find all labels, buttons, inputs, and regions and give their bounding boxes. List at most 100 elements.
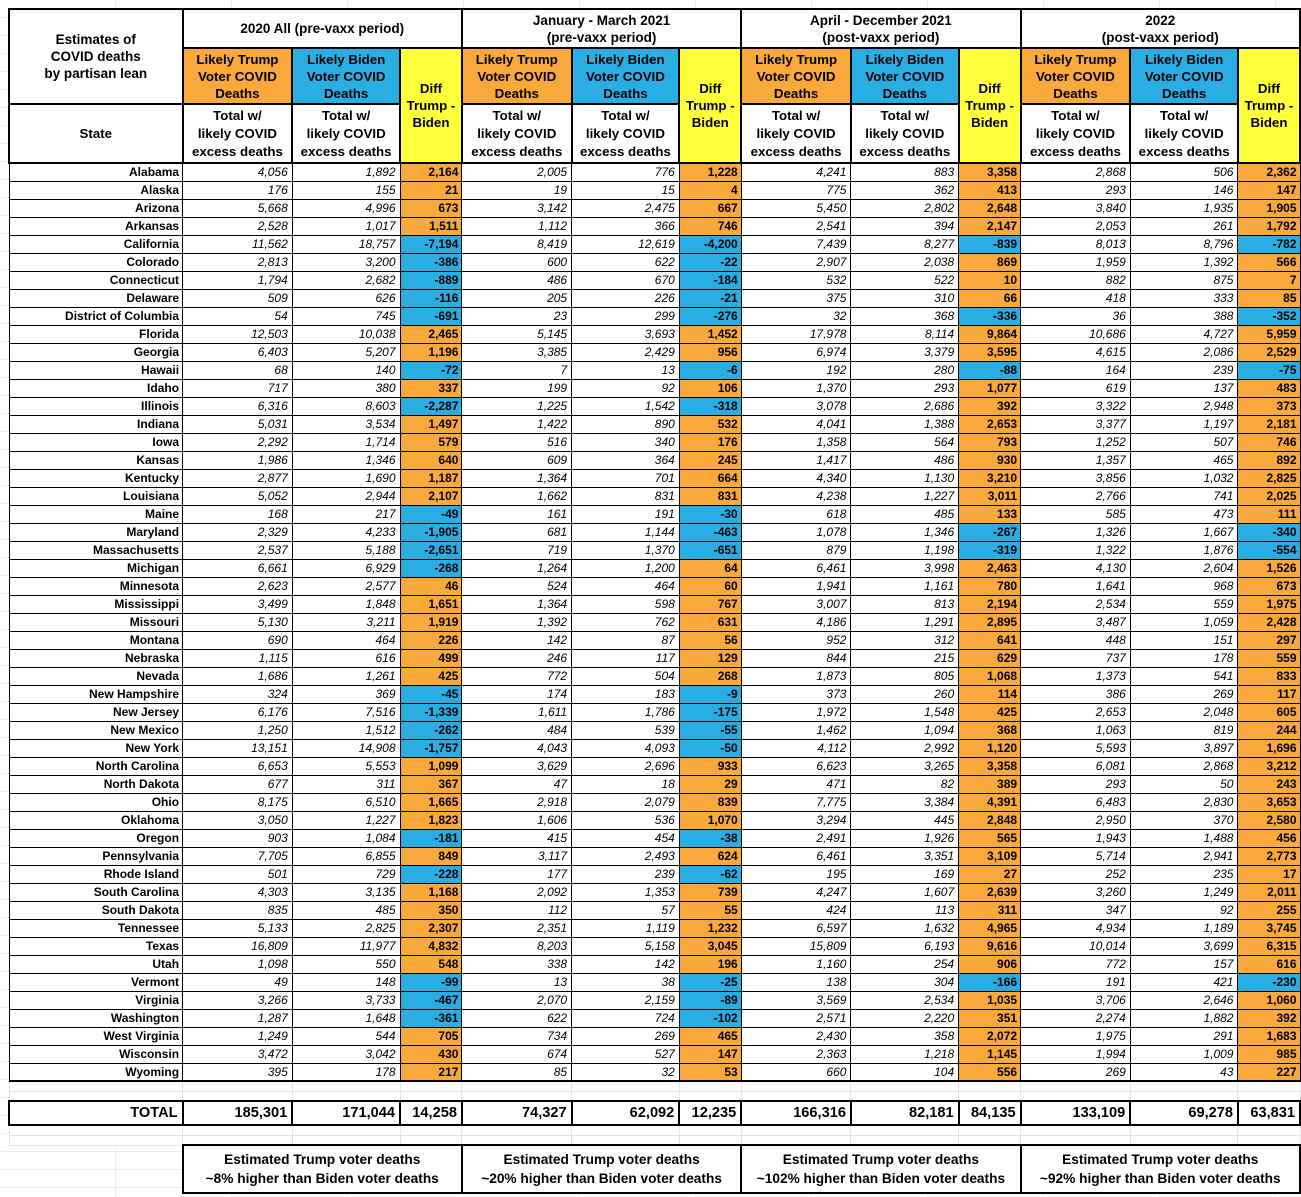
value-cell[interactable]: 4,233 [291,522,401,542]
diff-cell[interactable]: 831 [678,486,742,506]
value-cell[interactable]: 388 [1129,306,1239,326]
diff-cell[interactable]: 767 [678,594,742,614]
value-cell[interactable]: 293 [850,378,960,398]
diff-cell[interactable]: -361 [399,1008,463,1028]
diff-cell[interactable]: 640 [399,450,463,470]
value-cell[interactable]: 155 [291,180,401,200]
value-cell[interactable]: 1,112 [461,216,573,236]
value-cell[interactable]: 550 [291,954,401,974]
value-cell[interactable]: 137 [1129,378,1239,398]
total-value-cell[interactable]: 166,316 [740,1100,852,1126]
value-cell[interactable]: 293 [1020,774,1131,794]
value-cell[interactable]: 3,487 [1020,612,1131,632]
diff-cell[interactable]: 4,832 [399,936,463,956]
value-cell[interactable]: 12,619 [571,234,680,254]
diff-cell[interactable]: 255 [1237,900,1301,920]
value-cell[interactable]: 3,050 [182,810,293,830]
value-cell[interactable]: 504 [571,666,680,686]
value-cell[interactable]: 291 [1129,1026,1239,1046]
diff-cell[interactable]: 129 [678,648,742,668]
value-cell[interactable]: 2,571 [740,1008,852,1028]
value-cell[interactable]: 741 [1129,486,1239,506]
value-cell[interactable]: 176 [182,180,293,200]
value-cell[interactable]: 6,193 [850,936,960,956]
diff-cell[interactable]: 629 [958,648,1022,668]
trump-deaths-header[interactable]: Likely Trump Voter COVID Deaths [460,47,573,105]
diff-cell[interactable]: 1,651 [399,594,463,614]
note-apr-dec-2021[interactable]: Estimated Trump voter deaths ~102% highe… [740,1144,1022,1194]
value-cell[interactable]: 421 [1129,972,1239,992]
value-cell[interactable]: 142 [571,954,680,974]
diff-cell[interactable]: 2,025 [1237,486,1301,506]
value-cell[interactable]: 1,119 [571,918,680,938]
value-cell[interactable]: 1,941 [740,576,852,596]
value-cell[interactable]: 2,813 [182,252,293,272]
value-cell[interactable]: 5,158 [571,936,680,956]
diff-cell[interactable]: 2,307 [399,918,463,938]
value-cell[interactable]: 366 [571,216,680,236]
state-cell[interactable]: Mississippi [8,594,184,614]
value-cell[interactable]: 5,714 [1020,846,1131,866]
value-cell[interactable]: 4,247 [740,882,852,902]
value-cell[interactable]: 239 [571,864,680,884]
diff-cell[interactable]: 624 [678,846,742,866]
value-cell[interactable]: 516 [461,432,573,452]
diff-cell[interactable]: 641 [958,630,1022,650]
diff-cell[interactable]: 2,825 [1237,468,1301,488]
state-cell[interactable]: Virginia [8,990,184,1010]
value-cell[interactable]: 269 [571,1026,680,1046]
value-cell[interactable]: 1,160 [740,954,852,974]
value-cell[interactable]: 235 [1129,864,1239,884]
value-cell[interactable]: 3,693 [571,324,680,344]
diff-cell[interactable]: 1,696 [1237,738,1301,758]
value-cell[interactable]: 358 [850,1026,960,1046]
value-cell[interactable]: 1,794 [182,270,293,290]
value-cell[interactable]: 622 [571,252,680,272]
value-cell[interactable]: 6,316 [182,396,293,416]
diff-cell[interactable]: 9,864 [958,324,1022,344]
diff-cell[interactable]: -319 [958,540,1022,560]
value-cell[interactable]: 112 [461,900,573,920]
state-cell[interactable]: Kentucky [8,468,184,488]
state-cell[interactable]: Nevada [8,666,184,686]
value-cell[interactable]: 2,686 [850,396,960,416]
value-cell[interactable]: 269 [1020,1062,1131,1082]
value-cell[interactable]: 1,959 [1020,252,1131,272]
diff-cell[interactable]: 1,452 [678,324,742,344]
value-cell[interactable]: 1,197 [1129,414,1239,434]
state-cell[interactable]: Arizona [8,198,184,218]
diff-cell[interactable]: 7 [1237,270,1301,290]
value-cell[interactable]: 501 [182,864,293,884]
value-cell[interactable]: 18 [571,774,680,794]
value-cell[interactable]: 1,994 [1020,1044,1131,1064]
diff-cell[interactable]: -1,905 [399,522,463,542]
value-cell[interactable]: 2,048 [1129,702,1239,722]
value-cell[interactable]: 418 [1020,288,1131,308]
diff-header[interactable]: Diff Trump - Biden [399,47,463,164]
diff-cell[interactable]: 297 [1237,630,1301,650]
value-cell[interactable]: 3,142 [461,198,573,218]
diff-cell[interactable]: -25 [678,972,742,992]
state-cell[interactable]: Nebraska [8,648,184,668]
value-cell[interactable]: 1,611 [461,702,573,722]
value-cell[interactable]: 3,629 [461,756,573,776]
value-cell[interactable]: 3,078 [740,396,852,416]
value-cell[interactable]: 191 [571,504,680,524]
value-cell[interactable]: 1,261 [291,666,401,686]
value-cell[interactable]: 2,950 [1020,810,1131,830]
value-cell[interactable]: 660 [740,1062,852,1082]
state-cell[interactable]: North Carolina [8,756,184,776]
value-cell[interactable]: 1,686 [182,666,293,686]
diff-cell[interactable]: 906 [958,954,1022,974]
value-cell[interactable]: 324 [182,684,293,704]
value-cell[interactable]: 92 [571,378,680,398]
value-cell[interactable]: 1,388 [850,414,960,434]
value-cell[interactable]: 246 [461,648,573,668]
value-cell[interactable]: 2,830 [1129,792,1239,812]
value-cell[interactable]: 364 [571,450,680,470]
diff-cell[interactable]: 2,648 [958,198,1022,218]
diff-cell[interactable]: 413 [958,180,1022,200]
diff-cell[interactable]: 499 [399,648,463,668]
state-cell[interactable]: Indiana [8,414,184,434]
value-cell[interactable]: 373 [740,684,852,704]
